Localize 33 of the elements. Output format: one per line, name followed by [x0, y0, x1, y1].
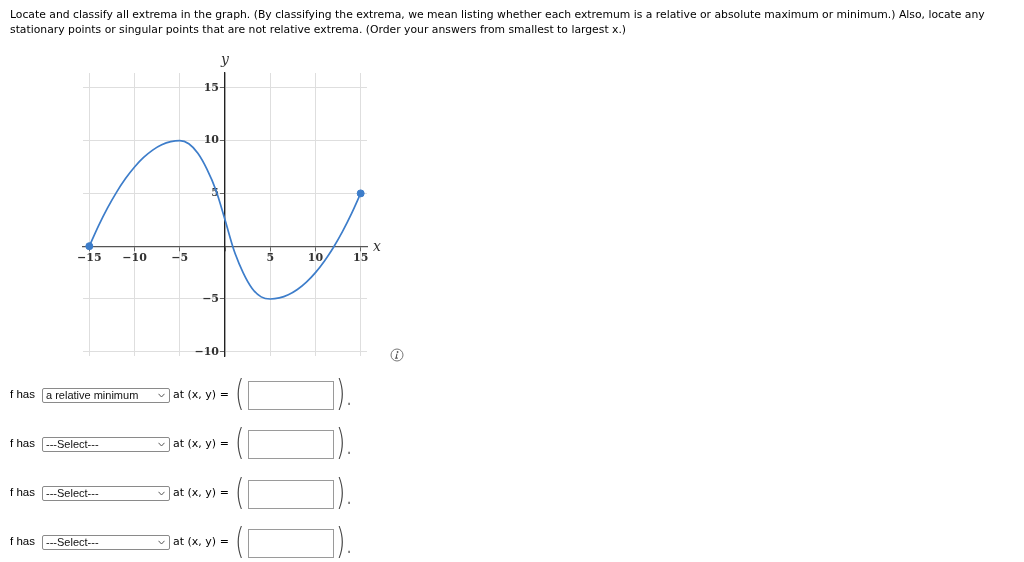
text: ). — [336, 520, 353, 562]
x-tick-label: −5 — [171, 250, 189, 264]
dropdown: ---Select--- — [42, 436, 170, 452]
x-axis-title: x — [373, 237, 381, 254]
dropdown: ---Select--- — [42, 535, 170, 551]
y-tick-label: −5 — [202, 291, 219, 305]
x-tick-label: −15 — [77, 250, 102, 264]
text: ( — [235, 422, 245, 463]
text: ( — [235, 372, 245, 414]
text: Locate and classify all extrema in the graph. (By classifying the extrema, we mean listing whether each extremum is a relative or absolute maximum or minimum.) Also, locate any stationary points or singular points that are not relative extrema. (Order your answers from smallest to largest x.) — [10, 7, 986, 37]
text: ). — [336, 372, 353, 414]
text: at (x, y) = — [173, 387, 229, 401]
text: ). — [336, 471, 353, 512]
text: at (x, y) = — [173, 436, 229, 450]
text: ). — [336, 422, 353, 463]
text: at (x, y) = — [173, 535, 229, 549]
x-tick-label: 5 — [266, 250, 275, 264]
dropdown: ---Select--- — [42, 486, 170, 502]
text: ( — [235, 520, 245, 562]
text: at (x, y) = — [173, 486, 229, 500]
x-tick-label: 10 — [307, 250, 324, 264]
y-tick-label: 10 — [203, 133, 220, 147]
dropdown: a relative minimum — [42, 387, 170, 403]
x-tick-label: 15 — [353, 250, 369, 264]
text: f has — [10, 387, 35, 400]
y-tick-label: 15 — [203, 80, 219, 94]
x-tick-label: −10 — [122, 250, 148, 264]
text: ( — [235, 471, 245, 512]
text: f has — [10, 486, 35, 499]
text: f has — [10, 535, 35, 548]
y-tick-label: −10 — [194, 344, 220, 358]
y-axis-title: y — [220, 50, 231, 67]
text: f has — [10, 436, 35, 450]
